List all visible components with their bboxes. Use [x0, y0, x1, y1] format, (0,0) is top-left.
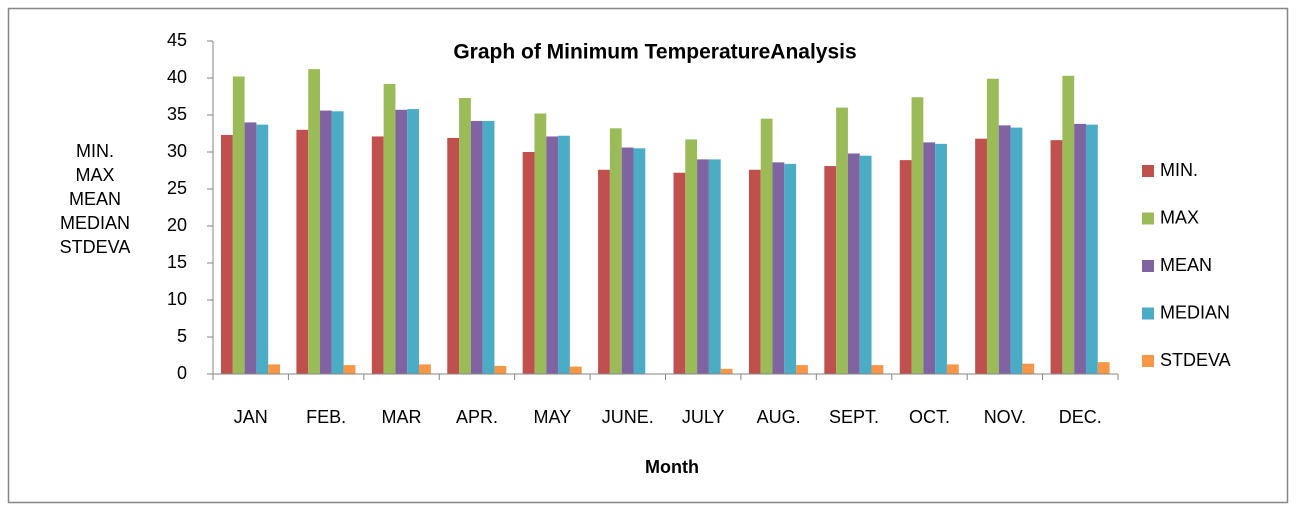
- legend-label: MAX: [1160, 207, 1199, 227]
- bar: [343, 365, 356, 374]
- bar: [975, 138, 987, 374]
- y-tick-label: 0: [177, 363, 187, 383]
- bar: [232, 76, 245, 375]
- x-tick-label: NOV.: [984, 407, 1026, 427]
- bar: [256, 124, 269, 375]
- bar: [244, 122, 257, 375]
- legend-swatch: [1142, 355, 1154, 367]
- bar: [494, 365, 507, 374]
- x-tick-label: DEC.: [1059, 407, 1102, 427]
- bar: [685, 139, 698, 374]
- bar: [748, 169, 761, 374]
- bar: [383, 83, 396, 375]
- bar: [407, 109, 420, 374]
- bar: [935, 143, 947, 374]
- bar: [609, 128, 622, 374]
- legend-label: MIN.: [1160, 160, 1198, 180]
- y-tick-label: 5: [177, 326, 187, 346]
- bar: [824, 166, 837, 374]
- bar: [923, 142, 936, 374]
- y-axis-label: MEAN: [69, 189, 121, 209]
- legend-swatch: [1142, 307, 1154, 320]
- x-tick-label: OCT.: [909, 407, 950, 427]
- bar: [1097, 362, 1110, 374]
- bar: [871, 365, 884, 374]
- bar: [558, 135, 570, 374]
- bar: [598, 169, 610, 374]
- bar: [395, 109, 408, 374]
- bar: [1062, 75, 1075, 374]
- bar: [470, 120, 483, 374]
- legend-label: MEDIAN: [1160, 302, 1230, 322]
- bar: [482, 120, 495, 374]
- x-tick-label: APR.: [456, 407, 498, 427]
- y-tick-label: 45: [167, 30, 187, 50]
- bar: [946, 364, 959, 374]
- bar: [772, 162, 785, 374]
- y-tick-label: 30: [167, 141, 187, 161]
- bar: [534, 113, 547, 375]
- y-tick-label: 15: [167, 252, 187, 272]
- y-tick-label: 20: [167, 215, 187, 235]
- bar: [546, 136, 559, 374]
- bar: [419, 364, 431, 374]
- x-tick-label: MAR: [382, 407, 422, 427]
- legend-swatch: [1142, 212, 1154, 225]
- bar: [268, 364, 280, 374]
- bar: [847, 153, 860, 374]
- bar: [1010, 127, 1023, 374]
- bar: [836, 107, 848, 374]
- x-tick-label: SEPT.: [829, 407, 879, 427]
- bar: [447, 137, 460, 374]
- legend-label: STDEVA: [1160, 350, 1231, 370]
- x-axis-label: Month: [645, 457, 699, 477]
- bar: [697, 159, 709, 374]
- y-axis-label: MEDIAN: [60, 213, 130, 233]
- bar: [308, 69, 321, 375]
- x-tick-label: JAN: [234, 407, 268, 427]
- legend-swatch: [1142, 165, 1154, 177]
- y-tick-label: 10: [167, 289, 187, 309]
- bar: [911, 97, 924, 375]
- bar: [796, 365, 808, 374]
- legend-swatch: [1142, 260, 1154, 272]
- bar: [859, 155, 872, 374]
- bar: [784, 163, 797, 374]
- bar: [522, 152, 535, 374]
- bar: [1050, 140, 1063, 374]
- x-tick-label: MAY: [534, 407, 572, 427]
- bar: [899, 160, 912, 374]
- chart-title: Graph of Minimum TemperatureAnalysis: [453, 41, 856, 64]
- bar: [459, 97, 471, 374]
- bar: [371, 136, 384, 374]
- legend-label: MEAN: [1160, 255, 1212, 275]
- bar: [720, 368, 733, 374]
- bar: [569, 366, 582, 374]
- y-tick-label: 35: [167, 104, 187, 124]
- bar: [708, 159, 721, 374]
- bar: [331, 111, 344, 375]
- bar: [673, 172, 686, 374]
- bar: [633, 148, 646, 374]
- x-tick-label: AUG.: [757, 407, 801, 427]
- bar: [320, 110, 332, 374]
- bar: [1022, 363, 1035, 374]
- bar: [998, 125, 1011, 374]
- bar: [221, 134, 233, 374]
- y-tick-label: 25: [167, 178, 187, 198]
- bar: [296, 129, 309, 374]
- x-tick-label: JUNE.: [602, 407, 654, 427]
- y-tick-label: 40: [167, 67, 187, 87]
- bar: [760, 118, 773, 374]
- bar: [1085, 124, 1098, 375]
- bar: [1074, 123, 1086, 374]
- bar: [621, 147, 634, 374]
- y-axis-label: MAX: [75, 165, 114, 185]
- y-axis-label: MIN.: [76, 141, 114, 161]
- x-tick-label: JULY: [682, 407, 725, 427]
- x-tick-label: FEB.: [306, 407, 346, 427]
- bar: [986, 78, 999, 375]
- y-axis-label: STDEVA: [60, 237, 131, 257]
